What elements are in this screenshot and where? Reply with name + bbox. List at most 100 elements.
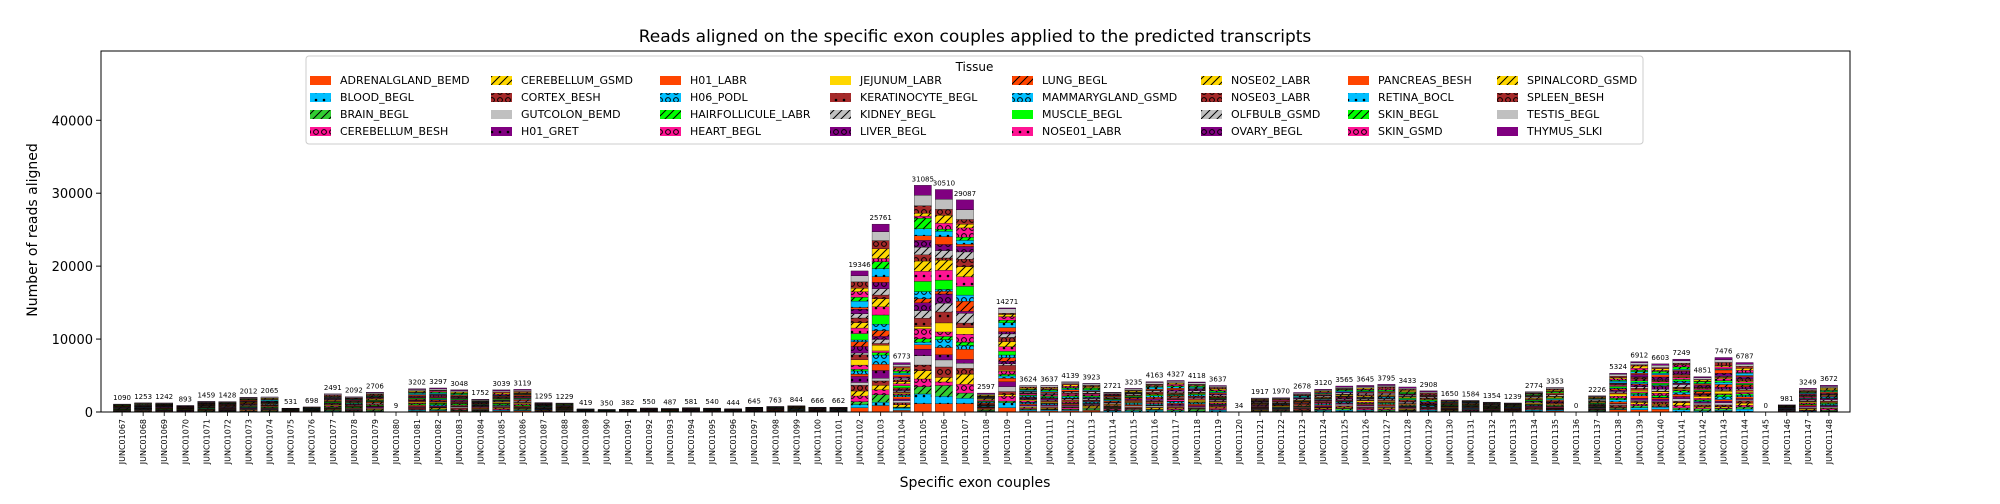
legend-label: NOSE03_LABR — [1231, 91, 1311, 104]
bar-segment — [851, 282, 868, 288]
bar-total-label: 698 — [305, 397, 318, 405]
bar-segment — [1610, 394, 1627, 396]
bar-segment — [851, 340, 868, 342]
bar-segment — [1293, 392, 1310, 393]
bar-segment — [914, 281, 931, 291]
bar-segment — [1083, 385, 1100, 386]
bar-segment — [851, 318, 868, 323]
bar-total-label: 4139 — [1061, 372, 1079, 380]
bar-segment — [1631, 387, 1648, 389]
bar-segment — [956, 295, 973, 301]
bar-total-label: 1459 — [197, 391, 215, 399]
x-tick-label: JUNC01132 — [1488, 419, 1497, 465]
bar-segment — [1820, 390, 1837, 391]
bar-segment — [1146, 392, 1163, 394]
bar-segment — [1083, 392, 1100, 393]
bar-segment — [1736, 373, 1753, 375]
bar-JUNC01145: 0 — [1763, 402, 1767, 410]
bar-segment — [1694, 403, 1711, 405]
bar-total-label: 3624 — [1019, 376, 1037, 384]
bar-segment — [956, 252, 973, 259]
bar-JUNC01090: 350 — [598, 399, 615, 412]
bar-total-label: 2706 — [366, 382, 384, 390]
bar-segment — [430, 409, 447, 410]
bar-segment — [1820, 399, 1837, 400]
bar-segment — [893, 370, 910, 372]
bar-JUNC01113: 3923 — [1082, 373, 1100, 412]
x-tick-label: JUNC01087 — [540, 419, 549, 465]
bar-segment — [1715, 405, 1732, 407]
bar-segment — [872, 331, 889, 337]
bar-segment — [1146, 406, 1163, 407]
bar-segment — [1125, 399, 1142, 400]
bar-segment — [1673, 363, 1690, 364]
bar-total-label: 1239 — [1504, 393, 1522, 401]
bar-segment — [998, 408, 1015, 412]
bar-segment — [430, 389, 447, 390]
bar-segment — [1652, 406, 1669, 407]
bar-JUNC01077: 2491 — [324, 384, 342, 412]
bar-total-label: 3202 — [408, 379, 426, 387]
bar-segment — [872, 241, 889, 249]
bar-segment — [872, 351, 889, 353]
bar-segment — [1820, 409, 1837, 410]
bar-total-label: 3923 — [1082, 373, 1100, 381]
y-axis-label: Number of reads aligned — [25, 143, 41, 317]
bar-JUNC01086: 3119 — [514, 379, 532, 412]
bar-segment — [1736, 387, 1753, 389]
bar-segment — [1062, 404, 1079, 405]
bar-total-label: 419 — [579, 399, 592, 407]
bar-segment — [1694, 380, 1711, 381]
bar-segment — [998, 371, 1015, 374]
bar-segment — [935, 244, 952, 250]
bar-segment — [893, 384, 910, 386]
bar-segment — [935, 229, 952, 231]
bar-JUNC01140: 6603 — [1651, 354, 1669, 412]
bar-JUNC01125: 3565 — [1335, 376, 1353, 412]
bar-segment — [1631, 388, 1648, 390]
bar-segment — [1610, 379, 1627, 380]
legend-swatch — [491, 93, 512, 102]
bar-segment — [1188, 387, 1205, 388]
bar-segment — [1652, 368, 1669, 369]
bar-segment — [1188, 395, 1205, 396]
bar-segment — [493, 391, 510, 392]
bar-segment — [1062, 390, 1079, 391]
bar-segment — [1736, 397, 1753, 399]
bar-segment — [998, 378, 1015, 381]
bar-total-label: 1752 — [471, 389, 489, 397]
bar-segment — [1652, 373, 1669, 374]
bar-segment — [1694, 392, 1711, 394]
bar-segment — [1673, 405, 1690, 407]
bar-segment — [1062, 394, 1079, 395]
bar-total-label: 6603 — [1651, 354, 1669, 362]
bar-segment — [956, 240, 973, 244]
bar-segment — [935, 385, 952, 396]
bar-segment — [1399, 395, 1416, 396]
bar-segment — [914, 303, 931, 311]
bar-segment — [872, 345, 889, 351]
bar-segment — [935, 377, 952, 382]
bar-segment — [1694, 407, 1711, 408]
bar-segment — [1610, 404, 1627, 405]
bar-segment — [998, 364, 1015, 366]
bar-segment — [935, 291, 952, 294]
x-tick-label: JUNC01117 — [1172, 419, 1181, 465]
bar-total-label: 3039 — [492, 380, 510, 388]
bar-segment — [1062, 408, 1079, 409]
bar-segment — [1336, 397, 1353, 398]
bar-segment — [851, 353, 868, 355]
bar-segment — [1694, 382, 1711, 384]
bar-segment — [1736, 383, 1753, 384]
bar-segment — [1631, 374, 1648, 376]
legend-swatch — [1497, 110, 1518, 119]
bar-JUNC01118: 4118 — [1188, 372, 1206, 412]
bar-segment — [914, 240, 931, 247]
bar-segment — [1125, 391, 1142, 392]
legend-swatch — [1201, 76, 1222, 85]
bar-segment — [1694, 378, 1711, 380]
bar-segment — [1799, 402, 1816, 403]
bar-segment — [935, 209, 952, 215]
bar-JUNC01092: 550 — [640, 398, 657, 412]
bar-JUNC01115: 3235 — [1125, 378, 1143, 412]
